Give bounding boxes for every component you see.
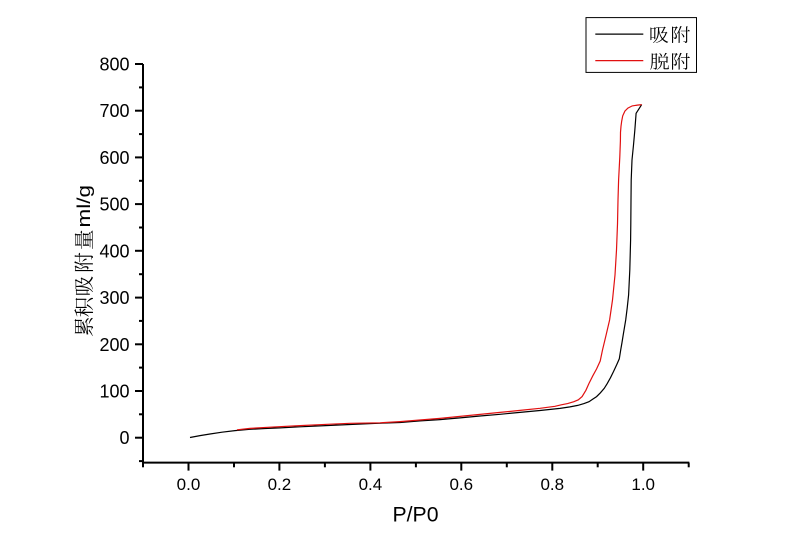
svg-text:600: 600 (99, 148, 129, 168)
svg-text:P/P0: P/P0 (393, 503, 439, 527)
svg-text:700: 700 (99, 101, 129, 121)
svg-text:0.2: 0.2 (268, 475, 292, 494)
svg-text:0.4: 0.4 (359, 475, 383, 494)
svg-text:800: 800 (99, 55, 129, 75)
svg-text:400: 400 (99, 241, 129, 261)
svg-text:500: 500 (99, 195, 129, 215)
svg-text:0: 0 (119, 428, 129, 448)
svg-text:200: 200 (99, 335, 129, 355)
svg-text:300: 300 (99, 288, 129, 308)
svg-text:100: 100 (99, 382, 129, 402)
svg-text:0.6: 0.6 (449, 475, 473, 494)
svg-text:ml/g: ml/g (73, 185, 94, 228)
svg-text:0.8: 0.8 (540, 475, 564, 494)
svg-text:1.0: 1.0 (631, 475, 655, 494)
svg-text:0.0: 0.0 (177, 475, 201, 494)
